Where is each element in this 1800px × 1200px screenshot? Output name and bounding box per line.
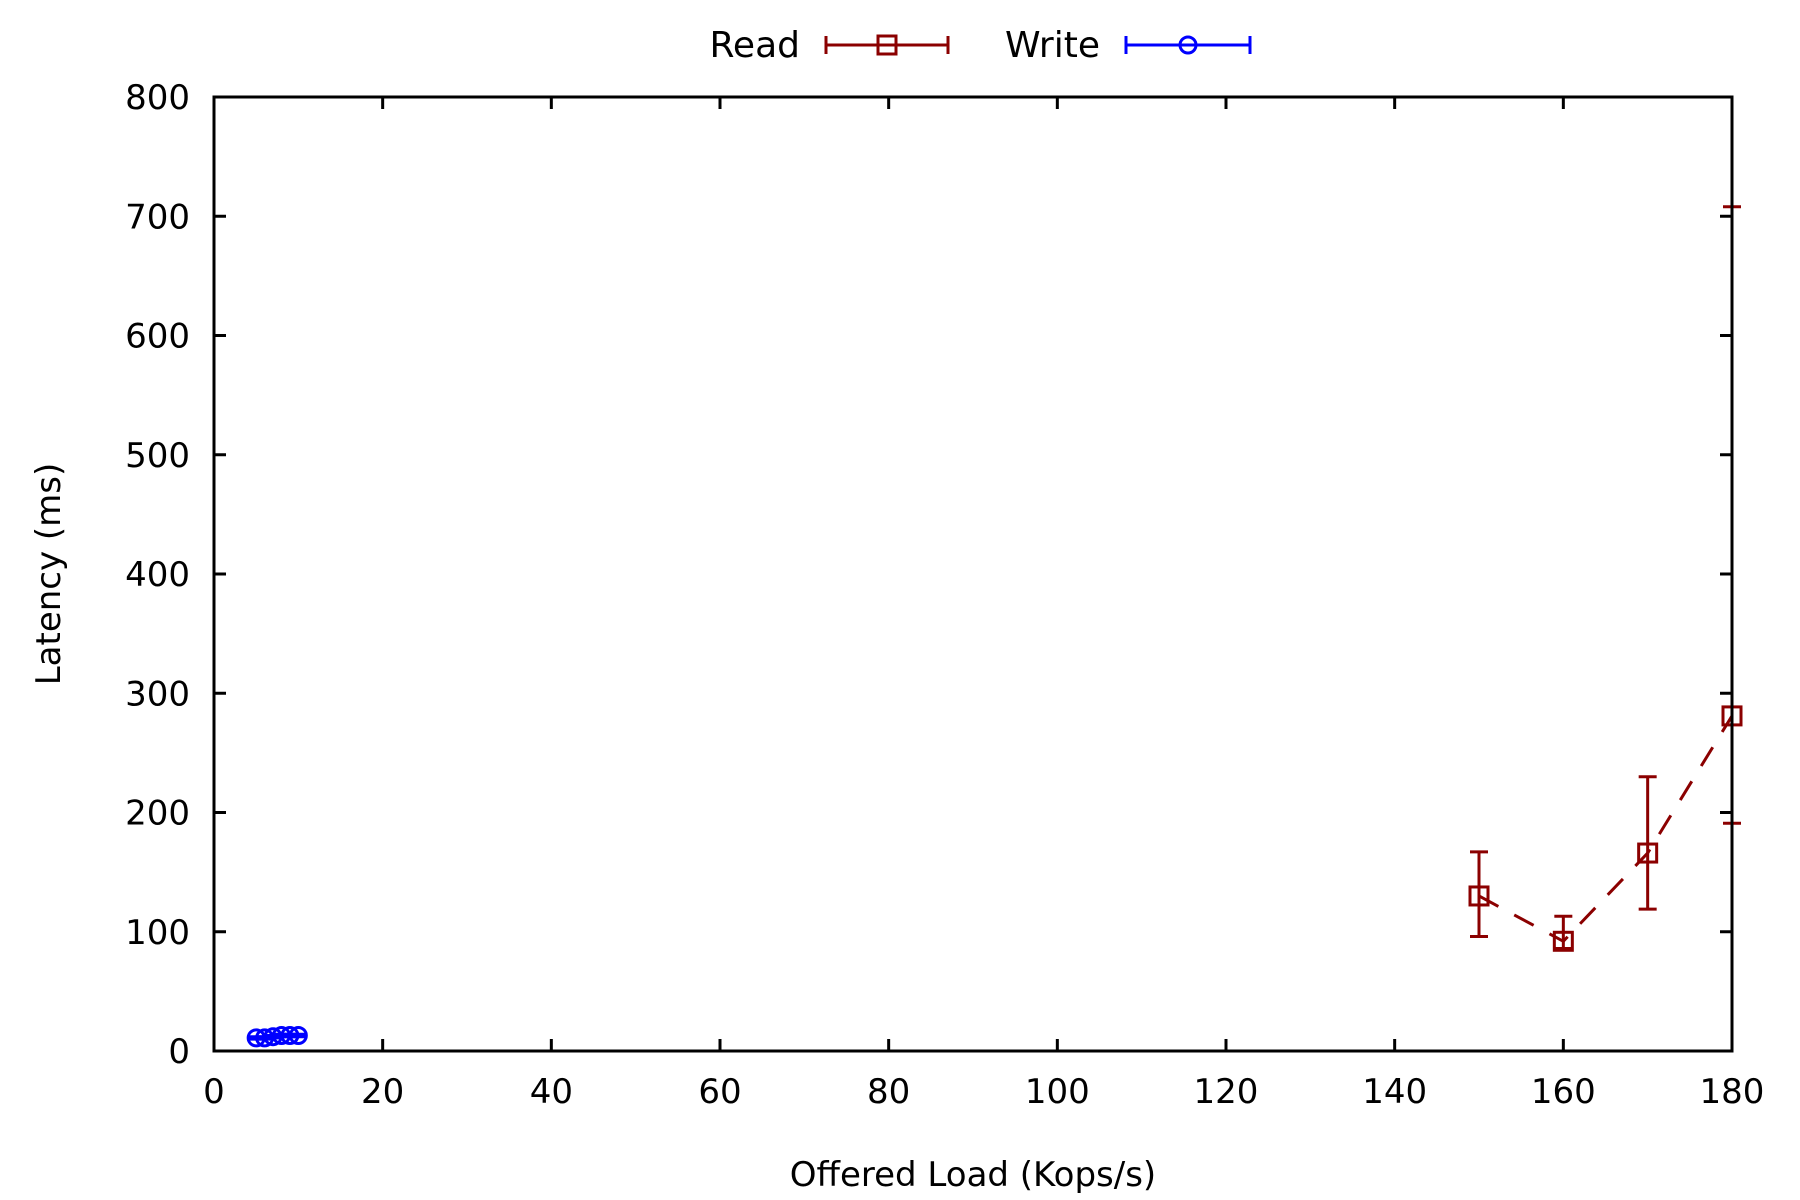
- legend-label: Write: [1005, 25, 1100, 66]
- x-tick-label: 100: [1025, 1072, 1090, 1112]
- x-tick-label: 180: [1700, 1072, 1765, 1112]
- legend-entry-write: Write: [1005, 25, 1252, 66]
- series-write: [246, 1025, 308, 1048]
- data-point-marker: [876, 34, 898, 56]
- series-read: [1468, 205, 1743, 952]
- x-tick-label: 160: [1531, 1072, 1596, 1112]
- y-tick-label: 800: [125, 78, 190, 118]
- series-layer: [246, 205, 1743, 1048]
- x-tick-label: 60: [698, 1072, 741, 1112]
- x-tick-label: 0: [203, 1072, 225, 1112]
- y-tick-label: 500: [125, 436, 190, 476]
- y-tick-label: 0: [168, 1032, 190, 1072]
- x-tick-label: 20: [361, 1072, 404, 1112]
- y-tick-label: 700: [125, 197, 190, 237]
- legend-entry-read: Read: [710, 25, 950, 66]
- data-point-marker: [1178, 35, 1198, 55]
- legend: Read Write: [710, 25, 1252, 66]
- y-tick-label: 300: [125, 674, 190, 714]
- data-point: [1468, 850, 1490, 939]
- data-point-marker: [1637, 842, 1659, 864]
- data-point-marker: [1552, 930, 1574, 952]
- data-point-marker: [1468, 885, 1490, 907]
- x-axis-title: Offered Load (Kops/s): [790, 1155, 1156, 1195]
- x-tick-label: 120: [1194, 1072, 1259, 1112]
- data-point: [1637, 775, 1659, 911]
- x-tick-label: 80: [867, 1072, 910, 1112]
- data-point-marker: [288, 1025, 308, 1045]
- y-tick-label: 100: [125, 913, 190, 953]
- x-tick-label: 40: [530, 1072, 573, 1112]
- plot-area-frame: [212, 95, 1734, 1053]
- y-axis-title: Latency (ms): [29, 463, 69, 686]
- y-tick-label: 600: [125, 317, 190, 357]
- legend-label: Read: [710, 25, 800, 66]
- y-tick-label: 200: [125, 794, 190, 834]
- y-tick-label: 400: [125, 555, 190, 595]
- series-line: [1478, 715, 1734, 944]
- data-point: [1552, 914, 1574, 952]
- axis-ticks: 0 20 40 60 80 100 120 140 160 180 0 100 200 300 400 500…: [125, 78, 1764, 1112]
- data-point: [288, 1025, 308, 1045]
- x-tick-label: 140: [1362, 1072, 1427, 1112]
